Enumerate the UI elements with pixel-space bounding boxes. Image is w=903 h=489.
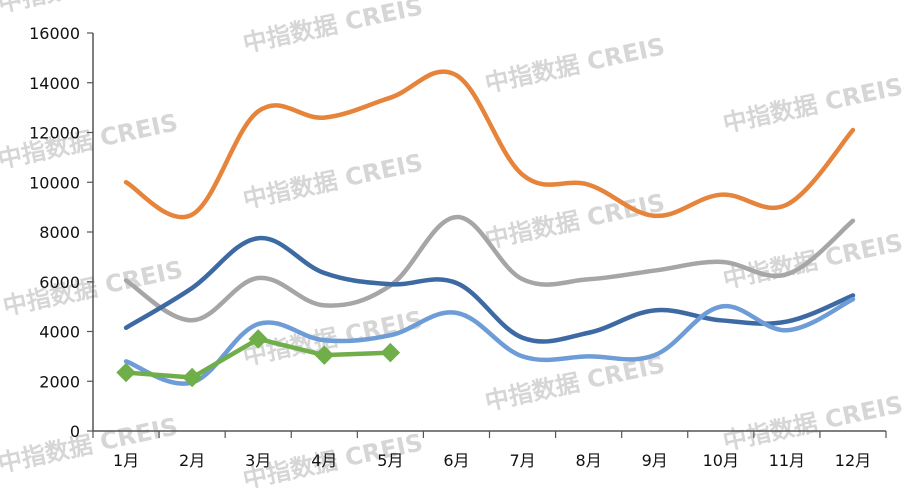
x-tick-label: 3月 — [245, 451, 271, 470]
series-line-3 — [123, 235, 856, 344]
y-tick-label: 16000 — [29, 24, 80, 43]
series-line-4 — [123, 296, 856, 386]
series-layer — [116, 69, 856, 388]
x-tick-label: 1月 — [113, 451, 139, 470]
x-tick-label: 5月 — [377, 451, 403, 470]
series-line-1 — [123, 69, 856, 220]
watermark-text: 中指数据 CREIS — [240, 148, 425, 213]
data-point-marker — [116, 362, 136, 383]
x-tick-label: 6月 — [443, 451, 469, 470]
watermark-text: 中指数据 CREIS — [240, 0, 425, 58]
watermark-text: 中指数据 CREIS — [720, 390, 903, 455]
y-tick-label: 12000 — [29, 124, 80, 143]
x-tick-label: 2月 — [179, 451, 205, 470]
x-tick-label: 12月 — [835, 451, 871, 470]
watermark-text: 中指数据 CREIS — [482, 32, 667, 97]
y-tick-label: 14000 — [29, 74, 80, 93]
watermark-text: 中指数据 CREIS — [0, 108, 180, 173]
data-point-marker — [380, 342, 401, 363]
x-tick-label: 7月 — [509, 451, 535, 470]
watermark-text: 中指数据 CREIS — [482, 188, 667, 253]
watermark-text: 中指数据 CREIS — [720, 72, 903, 137]
watermark-text: 中指数据 CREIS — [240, 305, 425, 370]
series-line-2 — [123, 214, 856, 323]
axes: 0 2000 4000 6000 8000 10000 12000 14000 16000 1月 2… — [29, 24, 887, 470]
x-tick-label: 10月 — [703, 451, 739, 470]
x-tick-label: 9月 — [642, 451, 668, 470]
y-tick-label: 2000 — [39, 372, 80, 391]
x-tick-label: 8月 — [576, 451, 602, 470]
data-point-marker — [182, 367, 202, 388]
x-tick-label: 11月 — [769, 451, 805, 470]
watermark-text: 中指数据 CREIS — [0, 412, 180, 477]
y-tick-label: 4000 — [39, 323, 80, 342]
y-tick-label: 10000 — [29, 173, 80, 192]
y-tick-label: 8000 — [39, 223, 80, 242]
data-point-marker — [248, 329, 268, 349]
x-tick-label: 4月 — [311, 451, 337, 470]
y-tick-label: 6000 — [39, 273, 80, 292]
y-tick-label: 0 — [70, 422, 80, 441]
data-point-marker — [314, 345, 334, 365]
watermark-text: 中指数据 CREIS — [0, 0, 180, 18]
